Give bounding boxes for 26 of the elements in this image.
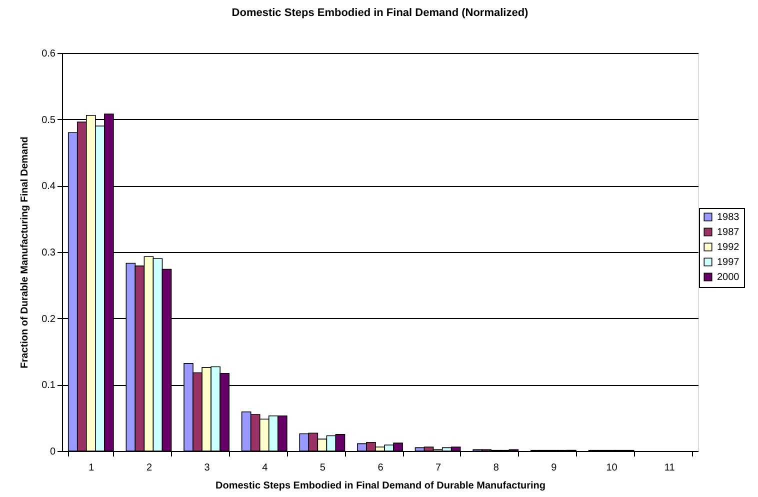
y-axis-title: Fraction of Durable Manufacturing Final Demand xyxy=(20,136,31,368)
x-tick-label: 1 xyxy=(88,462,95,474)
x-axis-title: Domestic Steps Embodied in Final Demand of Durable Manufacturing xyxy=(215,480,546,492)
x-tick-label: 7 xyxy=(436,462,442,474)
legend-label: 2000 xyxy=(717,272,740,283)
y-tick-label: 0.1 xyxy=(42,380,56,392)
x-tick-label: 4 xyxy=(262,462,268,474)
x-tick-label: 9 xyxy=(551,462,558,474)
y-tick-label: 0 xyxy=(50,446,56,458)
legend-label: 1997 xyxy=(717,257,740,268)
legend-label: 1983 xyxy=(717,212,740,223)
x-tick-label: 2 xyxy=(146,462,152,474)
x-tick-label: 8 xyxy=(493,462,500,474)
x-tick-label: 6 xyxy=(378,462,384,474)
y-tick-label: 0.6 xyxy=(42,48,56,60)
x-tick-label: 3 xyxy=(204,462,210,474)
y-tick-label: 0.5 xyxy=(42,114,56,126)
y-tick-label: 0.3 xyxy=(42,248,56,258)
y-tick-label: 0.4 xyxy=(42,181,56,192)
legend-label: 1992 xyxy=(717,242,740,253)
y-tick-label: 0.2 xyxy=(42,314,56,325)
x-tick-label: 5 xyxy=(320,462,326,474)
x-tick-label: 11 xyxy=(664,462,676,474)
x-tick-label: 10 xyxy=(606,462,618,474)
chart-title: Domestic Steps Embodied in Final Demand (Normalized) xyxy=(232,7,529,19)
legend-label: 1987 xyxy=(717,227,740,238)
